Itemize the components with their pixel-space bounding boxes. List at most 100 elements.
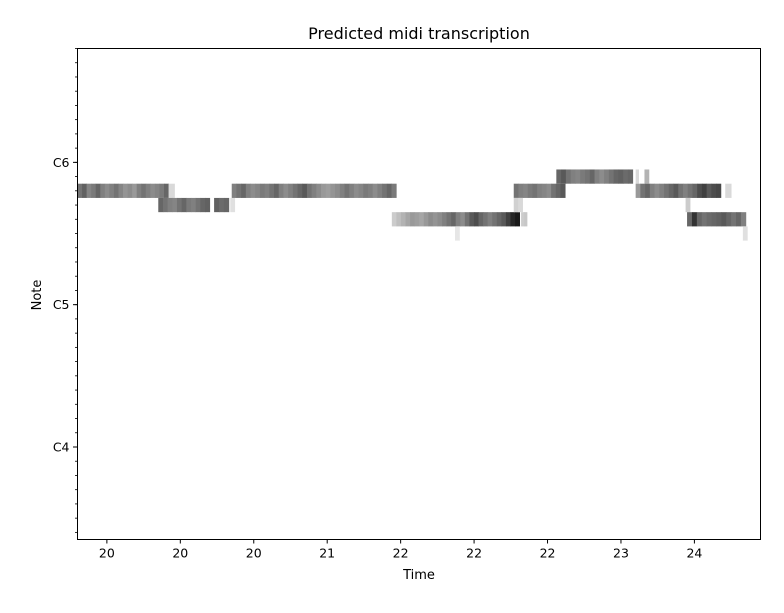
y-axis-ticks: C4 C5 C6 [53,48,78,533]
note-cell [145,183,151,198]
note-cell [316,183,322,198]
x-tick-label: 21 [319,546,335,561]
note-cell [501,212,507,227]
note-cell [678,183,684,198]
note-cell [274,183,280,198]
note-cell [437,212,443,227]
note-cell [264,183,270,198]
note-cell [164,183,169,198]
note-cell [176,197,183,213]
note-cell [627,169,634,184]
note-cell [692,183,698,198]
note-cell [423,212,429,227]
note-cell [706,212,712,227]
note-cell [159,183,165,198]
note-cell [95,183,101,198]
note-cell [565,169,572,184]
note-cell [391,212,397,227]
note-activation-cells [77,169,748,241]
note-cell [255,183,261,198]
note-cell [141,183,147,198]
note-cell [464,212,470,227]
x-axis-label: Time [402,568,435,583]
y-tick-label: C5 [53,297,70,312]
note-cell [455,212,461,227]
note-cell [162,197,169,213]
note-cell [635,183,641,198]
note-cell [410,212,416,227]
x-tick-label: 22 [393,546,409,561]
note-cell [721,212,727,227]
note-cell [330,183,336,198]
note-cell [664,183,670,198]
note-cell [150,183,156,198]
note-cell [706,183,712,198]
x-tick-label: 23 [613,546,629,561]
note-cell [414,212,420,227]
note-cell [527,183,533,198]
note-cell [172,197,178,213]
note-cell [649,183,655,198]
note-cell [132,183,138,198]
note-cell [91,183,97,198]
note-cell [575,169,581,184]
note-cell [478,212,484,227]
note-cell [302,183,308,198]
note-cell [697,183,703,198]
note-cell [505,212,511,227]
note-cell [640,183,646,198]
note-cell [496,212,502,227]
note-cell [118,183,124,198]
note-cell [513,197,519,213]
note-cell [659,183,665,198]
note-cell [363,183,369,198]
note-cell [701,183,708,198]
note-cell [349,183,355,198]
y-tick-label: C6 [53,155,70,170]
note-cell [711,183,717,198]
note-cell [428,212,434,227]
note-cell [454,226,460,241]
note-cell [306,183,313,198]
note-cell [691,212,698,227]
note-cell [473,212,479,227]
note-cell [726,212,732,227]
note-cell [518,197,523,213]
note-cell [594,169,600,184]
note-cell [510,212,516,227]
note-cell [86,183,92,198]
note-cell [419,212,425,227]
note-cell [191,197,197,213]
note-cell [297,183,303,198]
note-cell [442,212,447,227]
x-tick-label: 24 [686,546,702,561]
note-cell [113,183,119,198]
note-cell [682,183,689,198]
x-tick-label: 22 [540,546,556,561]
note-cell [186,197,192,213]
note-cell [556,169,562,184]
chart-title: Predicted midi transcription [308,24,530,43]
plot-area-frame [77,48,761,540]
note-cell [580,169,586,184]
note-cell [372,183,378,198]
note-cell [236,183,242,198]
note-cell [353,183,360,198]
note-cell [405,212,411,227]
note-cell [77,183,83,198]
note-cell [335,183,341,198]
note-cell [736,212,742,227]
note-cell [696,212,703,227]
note-cell [167,197,173,213]
note-cell [400,212,406,227]
note-cell [513,183,519,198]
note-cell [358,183,364,198]
x-axis-ticks: 20 20 20 21 22 22 22 23 24 [99,539,702,561]
note-cell [532,183,538,198]
note-cell [100,183,106,198]
x-tick-label: 20 [172,546,188,561]
note-cell [687,183,693,198]
note-cell [136,183,142,198]
y-axis-label: Note [30,280,45,311]
